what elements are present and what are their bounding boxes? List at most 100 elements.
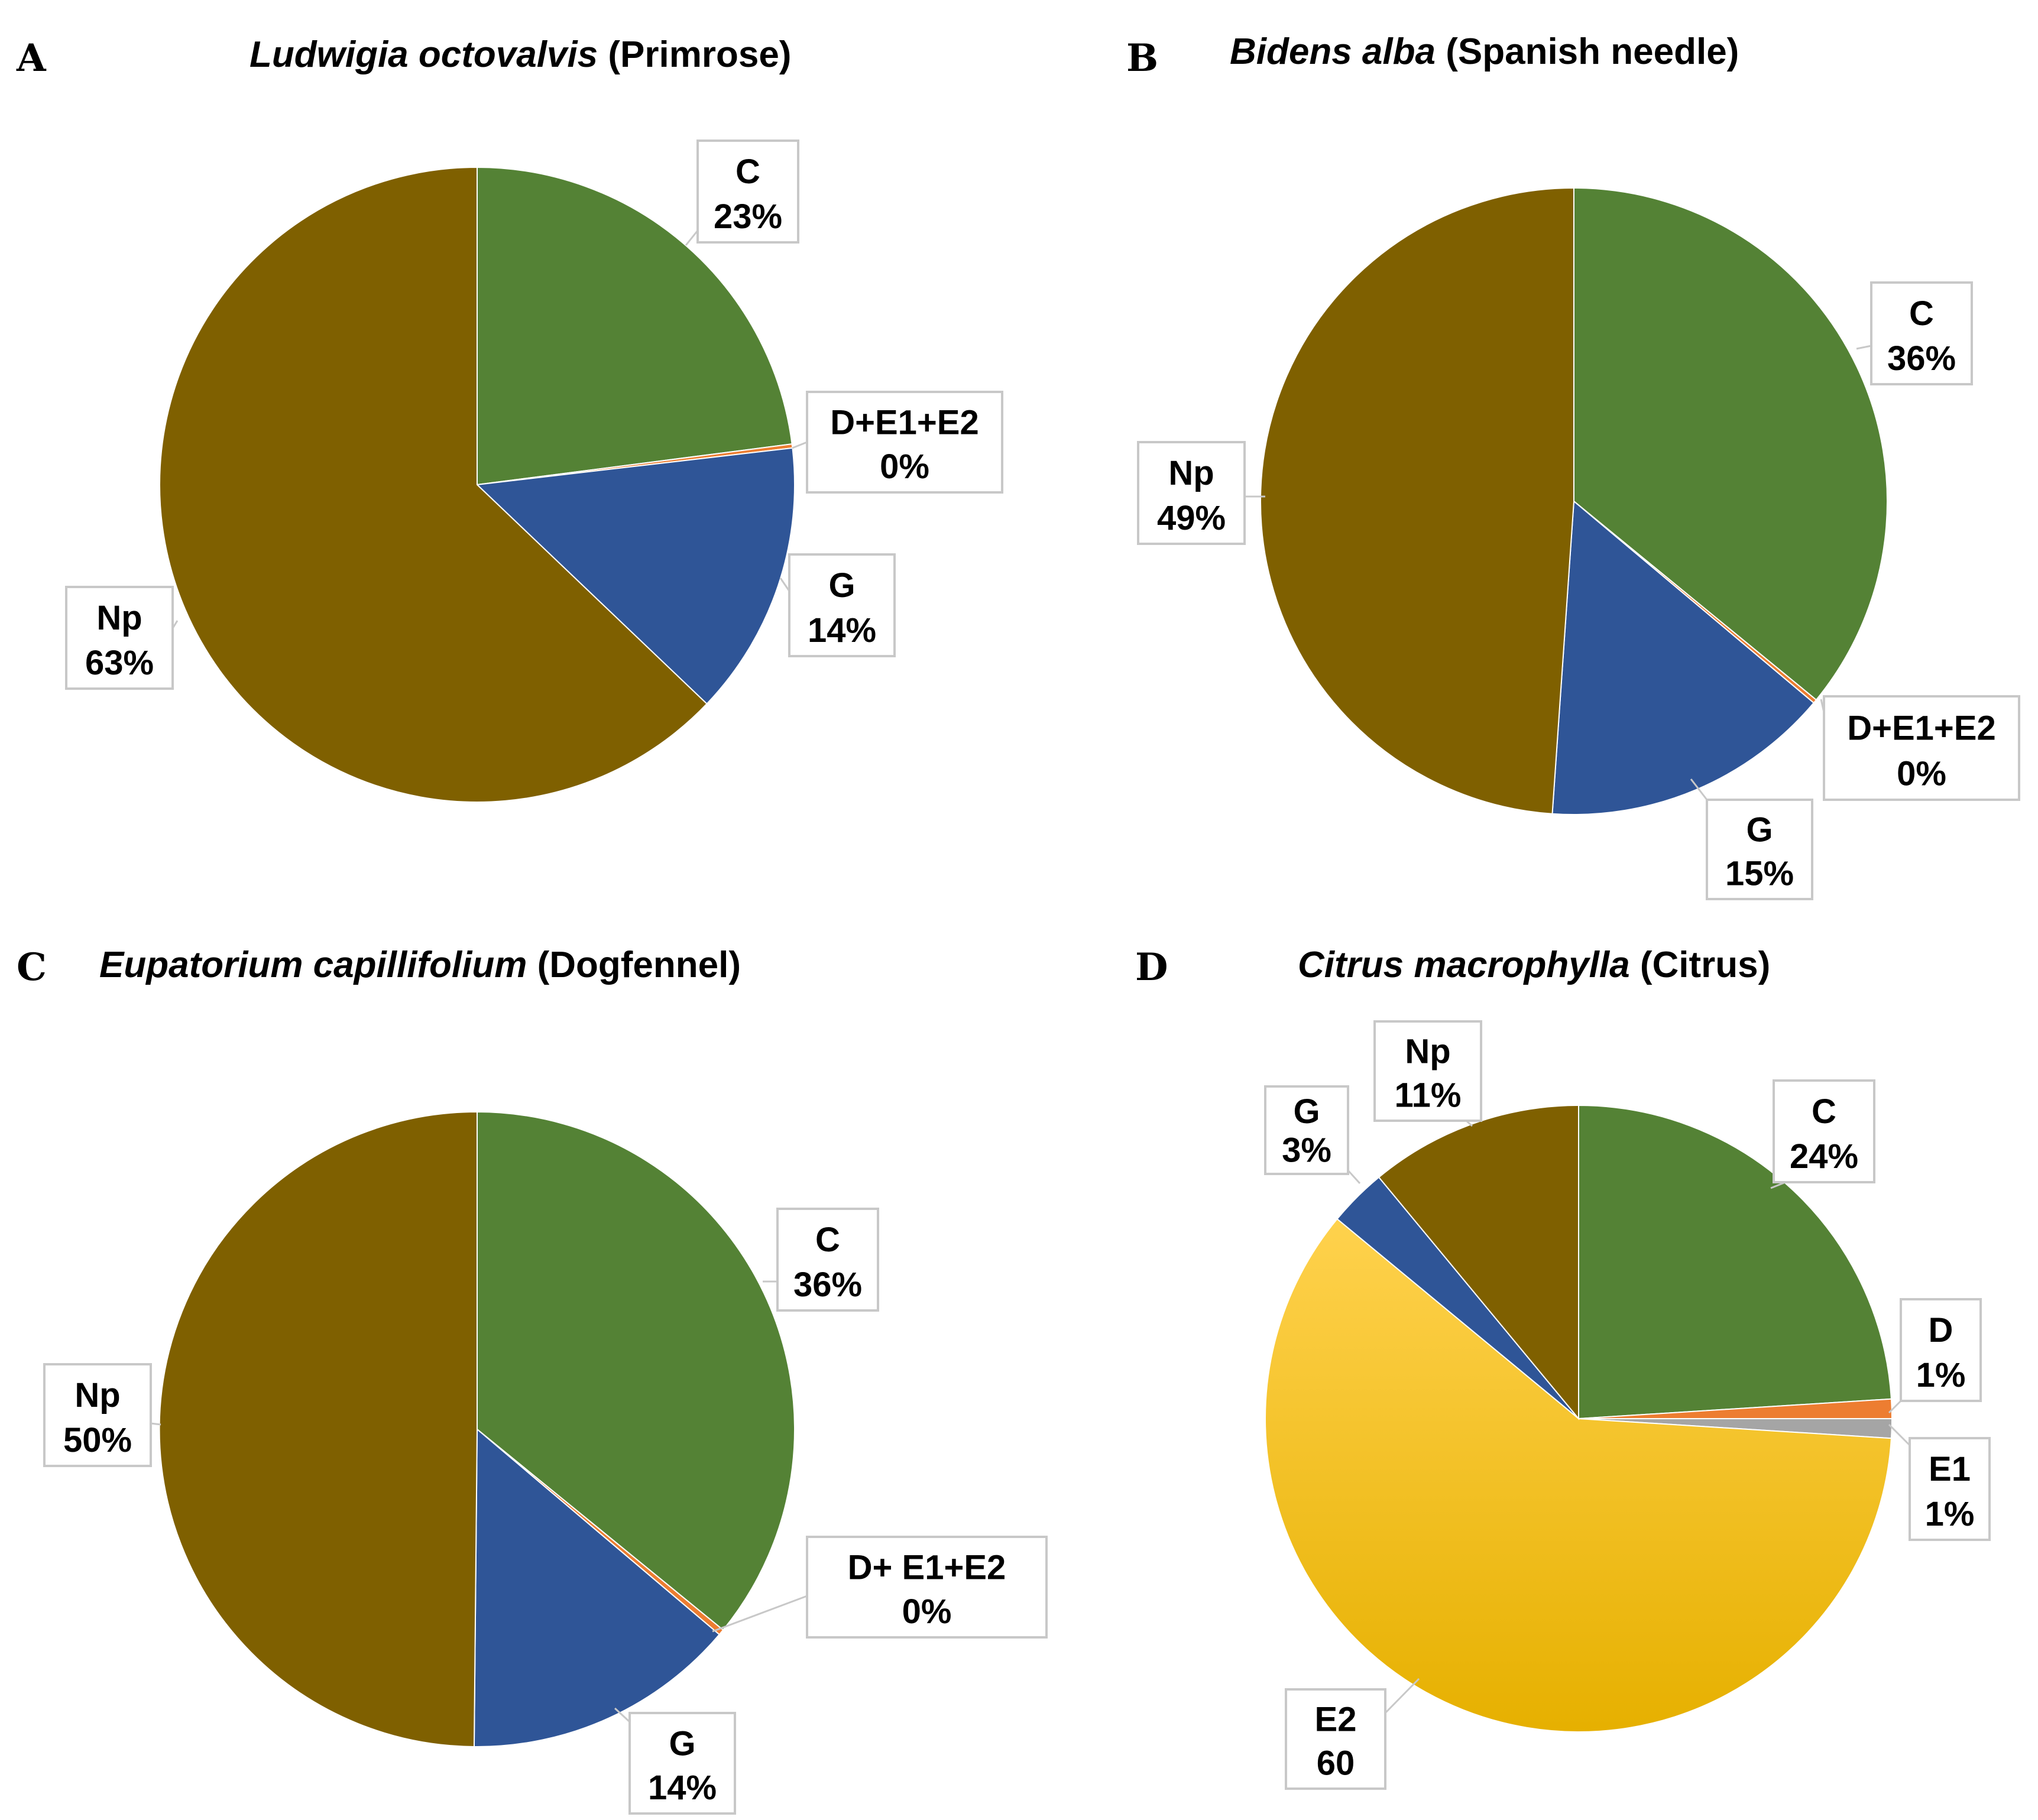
chart-title-b-common: (Spanish needle) bbox=[1436, 31, 1739, 72]
pie-b-slice-np bbox=[1260, 187, 1574, 815]
pie-c-slice-g bbox=[473, 1428, 721, 1747]
panel-letter-a: A bbox=[16, 36, 47, 80]
chart-title-d: Citrus macrophylla (Citrus) bbox=[1298, 945, 1770, 985]
chart-title-c-species: Eupatorium capillifolium bbox=[99, 945, 527, 985]
pie-c-label-d-e1-e2: D+ E1+E2 0% bbox=[712, 1536, 1048, 1639]
pie-d-label-e1: E11% bbox=[1888, 1423, 1991, 1541]
pie-b-label-np: Np 49% bbox=[1137, 441, 1265, 545]
pie-a-label-box-c bbox=[696, 139, 799, 244]
chart-title-a-common: (Primrose) bbox=[598, 34, 791, 75]
pie-d-label-name-g: G bbox=[1293, 1092, 1320, 1131]
pie-d-label-name-d: D bbox=[1929, 1311, 1953, 1349]
pie-c-label-name-d-e1-e2: D+ E1+E2 bbox=[848, 1548, 1006, 1587]
pie-d-label-box-g bbox=[1264, 1085, 1349, 1175]
pie-a-label-value-d-e1-e2: 0% bbox=[880, 447, 929, 486]
pie-a-leader-c bbox=[685, 230, 699, 246]
pie-a-label-value-c: 23% bbox=[714, 197, 782, 236]
chart-title-d-species: Citrus macrophylla bbox=[1298, 945, 1630, 985]
pie-chart-b: C 36% D+E1+E2 0% G 15% Np 49% bbox=[1137, 187, 2020, 900]
pie-a-slice-c bbox=[477, 166, 793, 486]
pie-d-label-box-e2 bbox=[1285, 1688, 1386, 1790]
pie-d-label-name-c: C bbox=[1812, 1092, 1836, 1131]
pie-c-label-c: C 36% bbox=[763, 1208, 879, 1312]
pie-c-leader-g bbox=[614, 1707, 631, 1723]
pie-c-label-box-c bbox=[776, 1208, 879, 1312]
pie-d-label-value-c: 24% bbox=[1790, 1137, 1858, 1176]
pie-a-label-np: Np 63% bbox=[65, 586, 179, 690]
pie-a-label-g: G 14% bbox=[779, 553, 896, 657]
chart-title-d-common: (Citrus) bbox=[1630, 945, 1771, 985]
pie-b-label-box-g bbox=[1706, 799, 1813, 900]
pie-b-label-value-g: 15% bbox=[1725, 854, 1794, 893]
pie-d-leader-e1 bbox=[1888, 1423, 1911, 1446]
pie-d-label-box-d bbox=[1900, 1298, 1982, 1402]
pie-d-label-value-g: 3% bbox=[1282, 1131, 1331, 1169]
pie-c-label-g: G 14% bbox=[614, 1707, 736, 1815]
pie-c-leader-np bbox=[150, 1422, 161, 1426]
pie-b-label-value-c: 36% bbox=[1887, 339, 1956, 378]
pie-d-label-name-e2: E2 bbox=[1315, 1701, 1357, 1739]
pie-d-leader-d bbox=[1888, 1400, 1902, 1414]
pie-c-label-name-c: C bbox=[815, 1221, 840, 1259]
pie-d-label-box-c bbox=[1773, 1079, 1875, 1183]
pie-a-label-name-g: G bbox=[828, 566, 855, 605]
pie-c-slice-np bbox=[158, 1111, 478, 1747]
pie-b-label-value-d-e1-e2: 0% bbox=[1897, 755, 1946, 793]
chart-title-c: Eupatorium capillifolium (Dogfennel) bbox=[99, 945, 741, 985]
pie-d-leader-g bbox=[1347, 1169, 1361, 1185]
pie-a-label-c: C 23% bbox=[685, 139, 799, 246]
pie-a-label-name-np: Np bbox=[96, 599, 142, 637]
pie-c-label-name-np: Np bbox=[74, 1376, 120, 1415]
pie-b-label-g: G 15% bbox=[1690, 778, 1813, 900]
pie-b-label-name-g: G bbox=[1746, 811, 1773, 849]
pie-a-label-value-np: 63% bbox=[85, 644, 154, 682]
pie-d-label-box-e1 bbox=[1909, 1437, 1991, 1541]
pie-c-label-name-g: G bbox=[669, 1724, 695, 1763]
pie-c-label-np: Np 50% bbox=[43, 1363, 161, 1467]
pie-d-leader-e2 bbox=[1384, 1678, 1420, 1714]
pie-c-label-value-d-e1-e2: 0% bbox=[902, 1592, 952, 1631]
pie-d-label-value-e1: 1% bbox=[1925, 1495, 1975, 1533]
pie-a-label-d-e1-e2: D+E1+E2 0% bbox=[792, 391, 1003, 494]
pie-c-label-box-np bbox=[43, 1363, 152, 1467]
pie-a-leader-g bbox=[779, 578, 790, 592]
pie-d-label-d: D 1% bbox=[1888, 1298, 1982, 1414]
pie-c-label-value-np: 50% bbox=[63, 1421, 132, 1459]
pie-d-slice-np bbox=[1378, 1104, 1579, 1420]
pie-c-label-box-d-e1-e2 bbox=[806, 1536, 1048, 1639]
pie-d-label-value-np: 11% bbox=[1395, 1076, 1462, 1114]
pie-b-slice-c bbox=[1573, 187, 1888, 701]
pie-chart-a: C 23% D+E1+E2 0% G 14% Np 63% bbox=[65, 139, 1003, 803]
pie-a-label-value-g: 14% bbox=[808, 611, 876, 650]
pie-b-label-name-d-e1-e2: D+E1+E2 bbox=[1847, 709, 1996, 748]
pie-b-leader-g bbox=[1690, 778, 1708, 800]
panel-letter-c: C bbox=[17, 945, 47, 990]
pie-a-label-name-d-e1-e2: D+E1+E2 bbox=[830, 403, 979, 442]
pie-a-label-box-d-e1-e2 bbox=[806, 391, 1003, 494]
pie-d-label-box-np bbox=[1373, 1020, 1482, 1122]
pie-b-label-d-e1-e2: D+E1+E2 0% bbox=[1820, 695, 2020, 801]
pie-c-slice-c bbox=[477, 1111, 795, 1631]
pie-d-slice-e2 bbox=[1265, 1218, 1893, 1733]
pie-b-label-box-c bbox=[1870, 281, 1973, 385]
pie-b-label-box-d-e1-e2 bbox=[1823, 695, 2020, 801]
chart-title-b: Bidens alba (Spanish needle) bbox=[1230, 31, 1739, 72]
pie-b-label-c: C 36% bbox=[1856, 281, 1973, 385]
chart-title-a-species: Ludwigia octovalvis bbox=[250, 34, 598, 75]
pie-b-label-value-np: 49% bbox=[1157, 499, 1226, 537]
chart-title-c-common: (Dogfennel) bbox=[527, 945, 741, 985]
pie-b-label-name-np: Np bbox=[1168, 454, 1214, 492]
pie-b-leader-c bbox=[1856, 345, 1872, 350]
pie-d-label-value-d: 1% bbox=[1916, 1356, 1966, 1394]
pie-d-label-value-e2: 60 bbox=[1317, 1744, 1355, 1782]
pie-d-slice-c bbox=[1578, 1104, 1893, 1420]
pie-a-label-box-g bbox=[788, 553, 896, 657]
pie-c-leader-d-e1-e2 bbox=[712, 1595, 808, 1633]
pie-b-label-box-np bbox=[1137, 441, 1246, 545]
pie-a-slice-g bbox=[475, 447, 795, 705]
pie-a-slice-np bbox=[159, 166, 708, 803]
pie-a-label-name-c: C bbox=[736, 153, 760, 191]
